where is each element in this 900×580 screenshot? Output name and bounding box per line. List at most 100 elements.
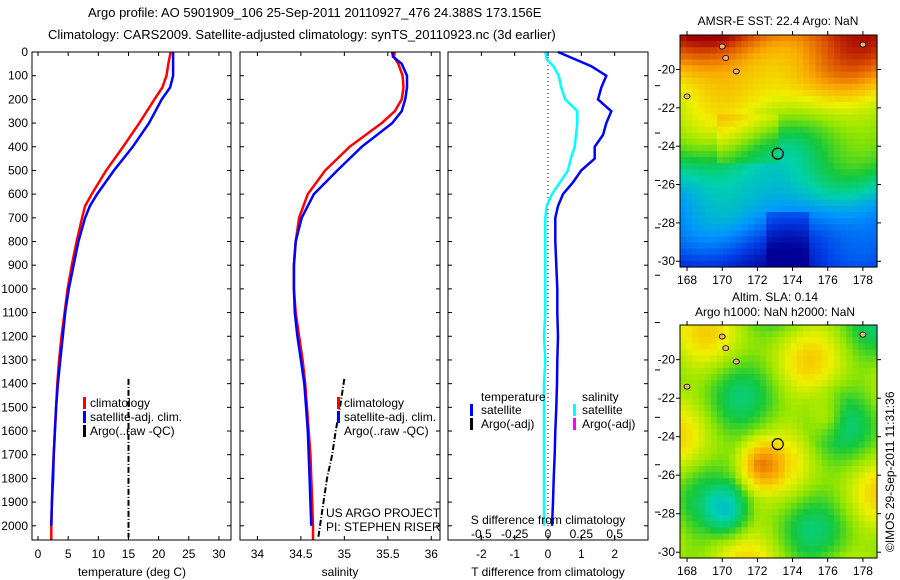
map-cell <box>784 102 792 109</box>
map-cell <box>772 230 780 238</box>
map-cell <box>815 539 823 547</box>
map-cell <box>692 521 700 528</box>
map-cell <box>870 132 878 140</box>
map-cell <box>680 398 687 406</box>
map-cell <box>803 398 810 406</box>
map-cell <box>753 89 761 97</box>
map-cell <box>864 533 872 541</box>
map-cell <box>790 392 798 400</box>
map-cell <box>710 551 718 559</box>
map-cell <box>784 466 792 473</box>
map-cell <box>852 218 860 225</box>
map-cell <box>870 199 878 207</box>
map-cell <box>753 502 761 510</box>
map-cell <box>840 132 847 140</box>
map-cell <box>680 367 687 375</box>
map-cell <box>827 120 835 128</box>
map-cell <box>790 193 798 201</box>
map-cell <box>803 114 810 122</box>
map-cell <box>729 386 737 394</box>
map-cell <box>796 325 804 332</box>
map-cell <box>852 65 860 73</box>
map-cell <box>729 108 737 115</box>
map-cell <box>858 35 866 42</box>
map-cell <box>870 181 878 189</box>
map-cell <box>735 472 743 479</box>
map-cell <box>710 218 718 225</box>
map-cell <box>846 515 853 522</box>
map-cell <box>698 521 706 528</box>
map-cell <box>704 47 712 54</box>
map-cell <box>747 515 755 522</box>
map-cell <box>778 539 786 547</box>
map-cell <box>858 242 866 250</box>
map-cell <box>692 187 700 195</box>
map-cell <box>858 361 866 369</box>
map-cell <box>858 416 866 424</box>
map-cell <box>858 163 866 170</box>
map-cell <box>772 260 780 268</box>
map-cell <box>766 89 773 97</box>
map-cell <box>858 181 866 189</box>
map-cell <box>827 325 835 332</box>
map-cell <box>753 114 761 122</box>
map-cell <box>809 35 817 42</box>
map-cell <box>735 527 743 535</box>
map-cell <box>692 77 700 85</box>
y-tick-label: 1700 <box>1 448 28 462</box>
map-cell <box>796 539 804 547</box>
map-cell <box>710 96 718 103</box>
map-cell <box>833 126 841 134</box>
map-cell <box>753 386 761 394</box>
map-cell <box>778 181 786 189</box>
map-cell <box>784 65 792 73</box>
map-cell <box>852 102 860 109</box>
map-cell <box>692 181 700 189</box>
map-cell <box>747 441 755 449</box>
map-cell <box>827 447 835 455</box>
map-cell <box>686 349 693 357</box>
map-cell <box>784 236 792 244</box>
map-cell <box>852 496 860 504</box>
map-cell <box>760 108 767 115</box>
map-cell <box>723 96 730 103</box>
map-cell <box>803 355 810 363</box>
map-cell <box>846 502 853 510</box>
map-cell <box>833 429 841 436</box>
map-cell <box>833 157 841 164</box>
map-cell <box>735 441 743 449</box>
map-cell <box>840 459 847 467</box>
map-cell <box>760 496 767 504</box>
map-cell <box>753 539 761 547</box>
map-cell <box>760 187 767 195</box>
map-cell <box>840 551 847 559</box>
map-cell <box>686 386 693 394</box>
map-cell <box>870 466 878 473</box>
map-cell <box>864 193 872 201</box>
map-cell <box>704 138 712 146</box>
map-cell <box>686 230 693 238</box>
map-cell <box>815 459 823 467</box>
legend-heading-temperature: temperature <box>481 390 546 404</box>
map-cell <box>870 539 878 547</box>
map-cell <box>729 175 737 183</box>
map-cell <box>710 386 718 394</box>
salinity-panel: 34 34.5 35 35.5 36 salinity climatology sate… <box>239 51 441 579</box>
map-cell <box>809 416 817 424</box>
map-cell <box>747 175 755 183</box>
map-cell <box>686 367 693 375</box>
map-cell <box>747 545 755 553</box>
map-cell <box>680 151 687 158</box>
sst-map-ticks: 168 170 172 174 176 178-20-22-24-26-28-30 <box>658 31 881 287</box>
map-cell <box>680 77 687 85</box>
map-cell <box>686 429 693 436</box>
map-cell <box>766 404 773 412</box>
map-cell <box>704 260 712 268</box>
map-cell <box>784 71 792 79</box>
map-cell <box>840 248 847 256</box>
map-cell <box>704 386 712 394</box>
map-cell <box>840 242 847 250</box>
map-cell <box>858 423 866 430</box>
map-cell <box>833 169 841 177</box>
map-cell <box>790 478 798 486</box>
